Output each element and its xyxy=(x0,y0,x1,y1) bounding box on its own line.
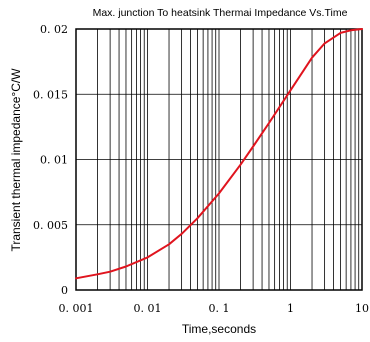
plot-frame xyxy=(75,28,363,291)
y-tick-label: 0. 005 xyxy=(33,219,68,232)
y-tick-label: 0. 015 xyxy=(33,88,68,101)
x-axis-label: Time,seconds xyxy=(182,322,256,336)
x-tick-label: 0. 1 xyxy=(209,302,230,315)
y-axis-label: Transient thermal impedance°C/W xyxy=(9,68,23,252)
y-tick-label: 0. 02 xyxy=(40,23,68,36)
x-tick-label: 0. 001 xyxy=(59,302,94,315)
series-line xyxy=(75,28,363,280)
chart-title: Max. junction To heatsink Thermai Impeda… xyxy=(93,7,348,19)
grid xyxy=(76,29,362,290)
series-layer xyxy=(75,28,363,280)
x-tick-label: 0. 01 xyxy=(134,302,162,315)
y-tick-labels: 0 0. 005 0. 01 0. 015 0. 02 xyxy=(33,23,68,297)
y-tick-label: 0 xyxy=(61,284,68,297)
x-tick-label: 10 xyxy=(355,302,369,315)
x-tick-label: 1 xyxy=(287,302,294,315)
y-tick-label: 0. 01 xyxy=(40,154,68,167)
x-tick-labels: 0. 001 0. 01 0. 1 1 10 xyxy=(59,302,370,315)
